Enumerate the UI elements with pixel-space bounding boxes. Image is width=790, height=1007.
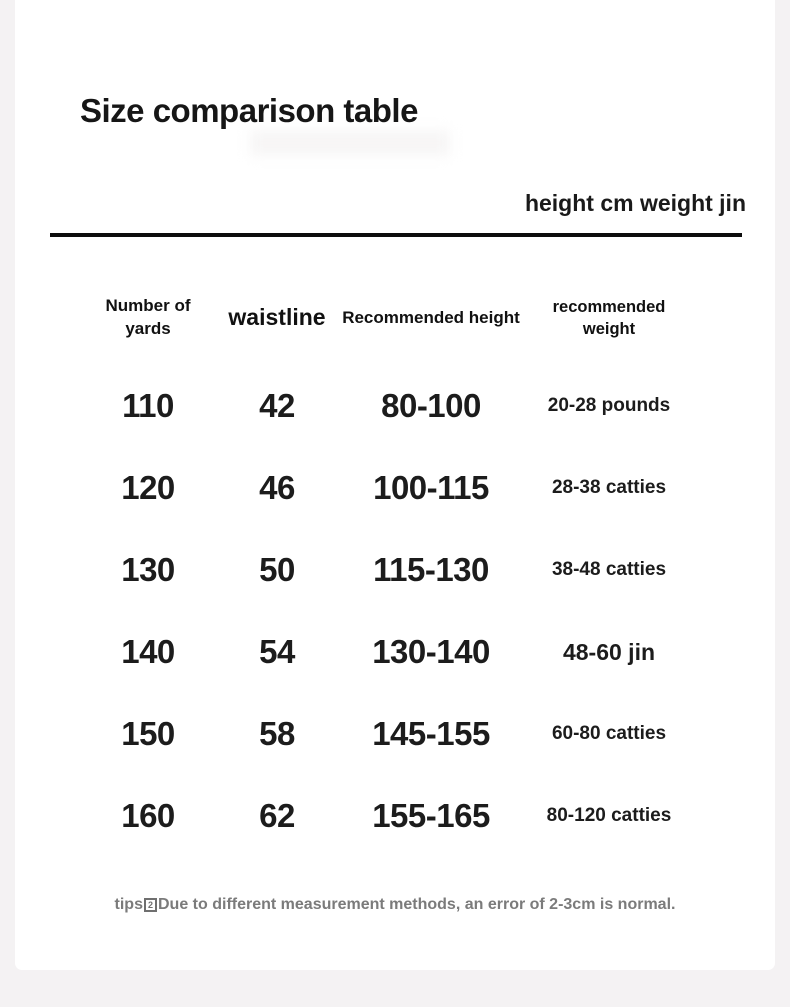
table-row: 150 58 145-155 60-80 catties [75,693,775,775]
units-note: height cm weight jin [524,190,746,216]
size-chart-card: Size comparison table height cm weight j… [15,0,775,970]
cell-weight: 28-38 catties [551,477,667,498]
column-header-weight: recommended weight [552,297,666,338]
cell-waist: 62 [259,797,295,834]
cell-height: 80-100 [381,387,481,424]
cell-weight: 38-48 catties [551,559,667,580]
watermark-artifact [250,130,450,156]
cell-size: 160 [121,797,175,834]
cell-waist: 46 [259,469,295,506]
cell-size: 120 [121,469,175,506]
cell-size: 150 [121,715,175,752]
cell-height: 130-140 [372,633,490,670]
cell-weight: 48-60 jin [562,638,656,665]
cell-height: 100-115 [373,469,489,506]
table-row: 130 50 115-130 38-48 catties [75,529,775,611]
table-header-row: Number of yards waistline Recommended he… [75,288,775,348]
cell-size: 110 [122,387,174,424]
cell-height: 155-165 [372,797,490,834]
cell-height: 145-155 [372,715,490,752]
cell-height: 115-130 [373,551,489,588]
cell-weight: 80-120 catties [546,805,672,826]
missing-glyph-box: 2 [143,898,157,912]
cell-weight: 20-28 pounds [547,395,671,416]
size-table: Number of yards waistline Recommended he… [15,288,775,857]
table-row: 120 46 100-115 28-38 catties [75,447,775,529]
table-row: 160 62 155-165 80-120 catties [75,775,775,857]
column-header-size: Number of yards [105,296,191,338]
cell-waist: 58 [259,715,295,752]
cell-waist: 50 [259,551,295,588]
cell-waist: 42 [259,387,295,424]
cell-waist: 54 [259,633,295,670]
cell-size: 140 [121,633,175,670]
table-row: 110 42 80-100 20-28 pounds [75,365,775,447]
cell-weight: 60-80 catties [551,723,667,744]
table-row: 140 54 130-140 48-60 jin [75,611,775,693]
table-body: 110 42 80-100 20-28 pounds 120 46 100-11… [15,365,775,857]
column-header-height: Recommended height [342,307,520,327]
tips-text: Due to different measurement methods, an… [158,896,676,913]
tips-note: tips 2 Due to different measurement method… [15,896,775,914]
page-title: Size comparison table [80,92,418,129]
divider-line [50,233,742,237]
cell-size: 130 [121,551,175,588]
tips-prefix: tips [114,896,143,913]
column-header-waist: waistline [228,304,326,331]
